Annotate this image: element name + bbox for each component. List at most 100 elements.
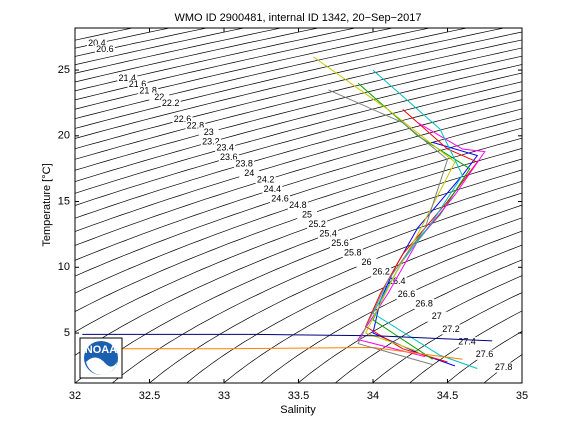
isopycnal: [75, 31, 522, 139]
isopycnal-label: 23.6: [220, 152, 238, 162]
isopycnal-label-bg: [342, 248, 363, 259]
isopycnal: [75, 169, 522, 356]
profile-layer: [82, 56, 493, 369]
isopycnal: [75, 64, 522, 182]
isopycnal-label-bg: [396, 289, 417, 300]
isopycnal-label-bg: [218, 152, 239, 163]
x-axis-label: Salinity: [280, 404, 316, 416]
isopycnal-label-bg: [198, 127, 219, 138]
profile-line: [82, 346, 463, 360]
isopycnal-label-bg: [414, 299, 435, 310]
isopycnal-label: 23.8: [235, 159, 253, 169]
isopycnal-label-bg: [297, 210, 318, 221]
isopycnal: [75, 99, 522, 232]
isopycnal-label-bg: [138, 86, 159, 97]
isopycnal-label: 27.6: [476, 349, 494, 359]
isopycnal: [75, 148, 522, 312]
isopycnal-label: 21.4: [119, 73, 137, 83]
isopycnal-label-bg: [172, 114, 193, 125]
isopycnal-label-bg: [441, 324, 462, 335]
isopycnal-label: 21.8: [139, 85, 157, 95]
isopycnal-label: 24.8: [289, 200, 307, 210]
isopycnal-label-bg: [456, 337, 477, 348]
isopycnal-label-bg: [185, 121, 206, 132]
isopycnal-label-bg: [234, 159, 255, 170]
isopycnal: [75, 55, 522, 171]
y-tick-label: 15: [58, 195, 70, 207]
x-tick-label: 34.5: [437, 390, 458, 402]
isopycnal: [75, 47, 522, 160]
isopycnal-label: 24.2: [257, 174, 275, 184]
isopycnal-label: 23: [204, 127, 214, 137]
isopycnal: [75, 28, 320, 83]
isopycnal-label: 20.6: [96, 44, 114, 54]
isopycnal: [75, 158, 522, 333]
isopycnal-label: 27.4: [458, 337, 476, 347]
isopycnal: [75, 28, 432, 110]
isopycnal: [75, 108, 522, 246]
x-tick-label: 33.5: [288, 390, 309, 402]
logo: NOAA: [79, 337, 123, 379]
isopycnal-label-bg: [117, 73, 138, 84]
isopycnal-label: 27.8: [495, 362, 513, 372]
isopycnal-label: 27.2: [442, 324, 460, 334]
isopycnal-label-bg: [255, 175, 276, 186]
isopycnal-label-bg: [474, 349, 495, 360]
isopycnal-label: 22: [154, 92, 164, 102]
isopycnal-label-bg: [200, 136, 221, 147]
isopycnal: [75, 118, 522, 261]
x-tick-label: 35: [516, 390, 528, 402]
y-tick-label: 25: [58, 64, 70, 76]
isopycnal-label-bg: [149, 92, 170, 103]
isopycnal-label-bg: [262, 184, 283, 195]
isopycnal-label: 22.8: [187, 120, 205, 130]
isopycnal-label-bg: [86, 38, 107, 49]
isopycnal-label: 26.2: [372, 267, 390, 277]
isopycnal-label-bg: [287, 200, 308, 211]
isopycnal: [148, 204, 522, 383]
x-tick-label: 33: [218, 390, 230, 402]
isopycnal-label-bg: [269, 194, 290, 205]
isopycnal-label: 21.6: [129, 79, 147, 89]
isopycnal-label: 20.4: [88, 38, 106, 48]
isopycnal-label-bg: [493, 362, 514, 373]
isopycnal: [75, 28, 469, 120]
isopycnal-label: 26.4: [388, 276, 406, 286]
isopycnal-label-bg: [329, 238, 350, 249]
isopycnal-label: 27: [432, 311, 442, 321]
isopycnal-label: 23.2: [202, 136, 220, 146]
isopycnal-label: 24: [244, 168, 254, 178]
isopycnal: [186, 217, 522, 383]
isopycnal: [75, 72, 522, 194]
isopycnal: [111, 192, 522, 383]
x-tick-label: 32.5: [139, 390, 160, 402]
y-tick-label: 20: [58, 130, 70, 142]
isopycnal-label-bg: [215, 143, 236, 154]
isopycnal-label: 24.6: [271, 194, 289, 204]
isopycnal: [297, 259, 522, 383]
isopycnal-label-bg: [371, 267, 392, 278]
isopycnal-label: 26.6: [398, 289, 416, 299]
profile-line: [372, 69, 478, 369]
y-axis-label: Temperature [°C]: [41, 163, 53, 246]
profile-line: [82, 333, 493, 342]
logo-wave: [86, 357, 117, 375]
isopycnal-label-bg: [307, 219, 328, 230]
isopycnal-label: 25.8: [344, 248, 362, 258]
y-tick-label: 10: [58, 261, 70, 273]
isopycnal-label: 22.2: [162, 98, 180, 108]
y-tick-label: 5: [64, 327, 70, 339]
isopycnal: [223, 230, 522, 383]
logo-text: NOAA: [85, 344, 117, 356]
isopycnal-label: 25.6: [331, 238, 349, 248]
isopycnal-label-bg: [239, 168, 260, 179]
isopycnal: [260, 244, 522, 383]
isopycnal-label: 25.4: [319, 228, 337, 238]
isopycnal-label: 24.4: [264, 184, 282, 194]
isopycnal-label: 23.4: [216, 143, 234, 153]
plot-frame: [74, 27, 523, 384]
isopycnal: [334, 275, 522, 383]
